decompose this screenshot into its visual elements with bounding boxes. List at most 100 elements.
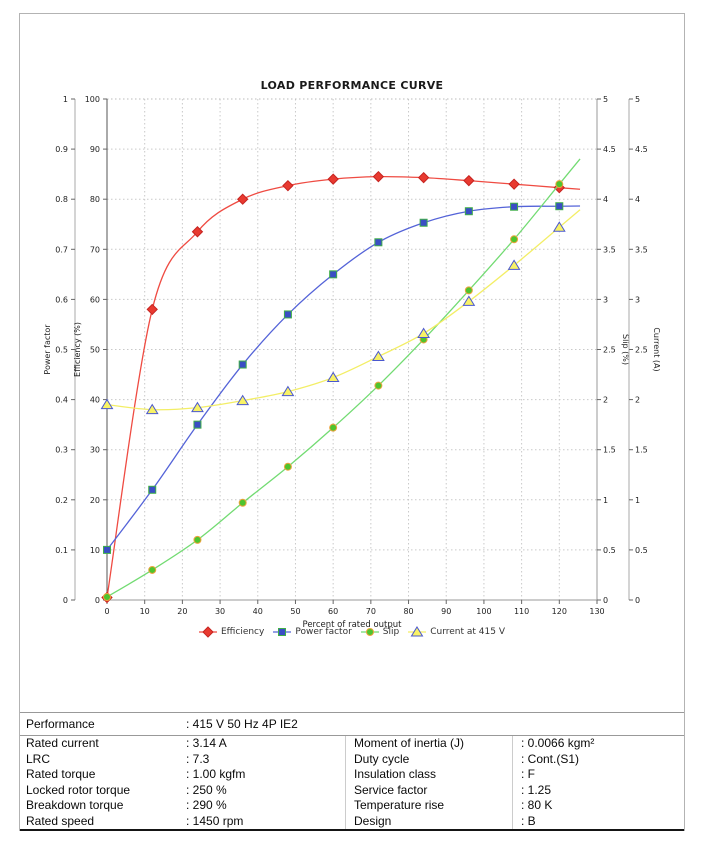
- tick-label: 0: [63, 596, 68, 605]
- efficiency-marker: [508, 178, 520, 190]
- current-at-415-v-series: [100, 209, 581, 415]
- efficiency-legend-marker: [198, 626, 217, 638]
- tick-label: 2.5: [603, 346, 616, 355]
- current-at-415-v-marker: [462, 295, 476, 306]
- slip-marker: [148, 565, 157, 574]
- spec-right-labels: Moment of inertia (J) Duty cycle Insulat…: [346, 736, 513, 829]
- efficiency-series: [101, 170, 581, 604]
- slip-marker: [329, 423, 338, 432]
- tick-label: 10: [140, 607, 150, 616]
- power-factor-legend-marker: [273, 628, 292, 636]
- power-factor-series: [103, 202, 581, 554]
- efficiency-marker: [327, 173, 339, 185]
- tick-label: 0: [104, 607, 109, 616]
- tick-label: 20: [90, 496, 100, 505]
- tick-label: 50: [290, 607, 300, 616]
- performance-row: Performance : 415 V 50 Hz 4P IE2: [20, 713, 684, 736]
- tick-label: 80: [403, 607, 413, 616]
- slip-marker: [103, 592, 111, 601]
- power-factor-marker: [510, 202, 519, 211]
- legend-swatch-marker: [278, 628, 287, 636]
- tick-label: 0.4: [55, 396, 68, 405]
- spec-value: : 80 K: [521, 798, 553, 812]
- power-factor-marker: [555, 202, 564, 211]
- current-at-415-v-marker: [236, 394, 250, 406]
- performance-value: : 415 V 50 Hz 4P IE2: [186, 717, 298, 731]
- tick-label: 1: [603, 496, 608, 505]
- spec-label: Rated speed: [26, 813, 95, 828]
- tick-label: 4: [635, 195, 640, 204]
- tick-label: 40: [253, 607, 263, 616]
- efficiency-marker: [146, 303, 158, 316]
- tick-label: 80: [90, 195, 100, 204]
- spec-label: Rated torque: [26, 767, 96, 781]
- spec-value: : 3.14 A: [186, 736, 227, 750]
- spec-label: Temperature rise: [354, 798, 445, 812]
- tick-label: Power factor: [43, 324, 52, 375]
- power-factor-marker: [148, 485, 157, 494]
- tick-label: 60: [90, 295, 100, 304]
- tick-label: 90: [441, 607, 451, 616]
- tick-label: 130: [589, 607, 604, 616]
- legend-item-efficiency: Efficiency: [198, 626, 264, 638]
- legend-label-current: Current at 415 V: [430, 627, 505, 637]
- tick-label: 40: [90, 396, 100, 405]
- current-at-415-v-marker: [191, 401, 204, 413]
- current-at-415-v-marker: [281, 385, 295, 397]
- spec-label: Design: [354, 813, 392, 828]
- tick-label: 0: [95, 596, 100, 605]
- power-factor-marker: [419, 218, 428, 227]
- spec-value: : 1450 rpm: [186, 813, 244, 828]
- spec-label: Rated current: [26, 736, 99, 750]
- tick-label: 5: [603, 95, 608, 104]
- legend-item-power-factor: Power factor: [272, 626, 352, 638]
- spec-value: : 7.3: [186, 751, 210, 766]
- tick-label: 1.5: [635, 446, 648, 455]
- legend-item-current: Current at 415 V: [407, 626, 505, 638]
- tick-label: 0.8: [55, 195, 68, 204]
- tick-label: 0.7: [55, 245, 68, 254]
- tick-label: 3.5: [603, 245, 616, 254]
- spec-value: : Cont.(S1): [521, 751, 580, 766]
- tick-label: 4.5: [603, 145, 616, 154]
- spec-value: : 1.00 kgfm: [186, 767, 246, 781]
- tick-label: Slip (%): [621, 334, 630, 365]
- power-factor-marker: [464, 207, 473, 216]
- tick-label: Efficiency (%): [73, 322, 82, 377]
- spec-right-half: Moment of inertia (J) Duty cycle Insulat…: [346, 736, 684, 829]
- current-at-415-v-marker: [507, 259, 521, 270]
- spec-table: Performance : 415 V 50 Hz 4P IE2 Rated c…: [20, 712, 684, 831]
- efficiency-marker: [191, 226, 204, 238]
- current-at-415-v-marker: [371, 350, 385, 362]
- tick-label: 0.5: [55, 346, 68, 355]
- power-factor-marker: [329, 270, 338, 279]
- tick-label: 90: [90, 145, 100, 154]
- tick-label: 0.1: [55, 546, 68, 555]
- legend-swatch-marker: [202, 626, 214, 638]
- tick-label: 30: [215, 607, 225, 616]
- tick-label: 1: [63, 95, 68, 104]
- tick-label: 3: [603, 295, 608, 304]
- tick-label: 1: [635, 496, 640, 505]
- slip-marker: [510, 235, 519, 244]
- current-at-415-v-marker: [100, 398, 114, 410]
- tick-label: 120: [552, 607, 567, 616]
- spec-label: Locked rotor torque: [26, 782, 131, 797]
- slip-marker: [283, 462, 292, 471]
- tick-label: 4: [603, 195, 608, 204]
- tick-label: 0.5: [635, 546, 648, 555]
- spec-left-half: Rated current LRC Rated torque Locked ro…: [20, 736, 346, 829]
- tick-label: 100: [85, 95, 100, 104]
- current-at-415-v-marker: [417, 327, 431, 338]
- spec-value: : 290 %: [186, 798, 227, 812]
- spec-right-values: : 0.0066 kgm² : Cont.(S1) : F : 1.25 : 8…: [513, 736, 684, 829]
- grid: [107, 99, 597, 600]
- tick-label: 0.6: [55, 295, 68, 304]
- spec-value: : 1.25: [521, 782, 552, 797]
- tick-label: 0.3: [55, 446, 68, 455]
- spec-value: : B: [521, 813, 536, 828]
- power-factor-marker: [103, 545, 111, 554]
- efficiency-marker: [372, 170, 385, 183]
- tick-label: 110: [514, 607, 529, 616]
- tick-label: 5: [635, 95, 640, 104]
